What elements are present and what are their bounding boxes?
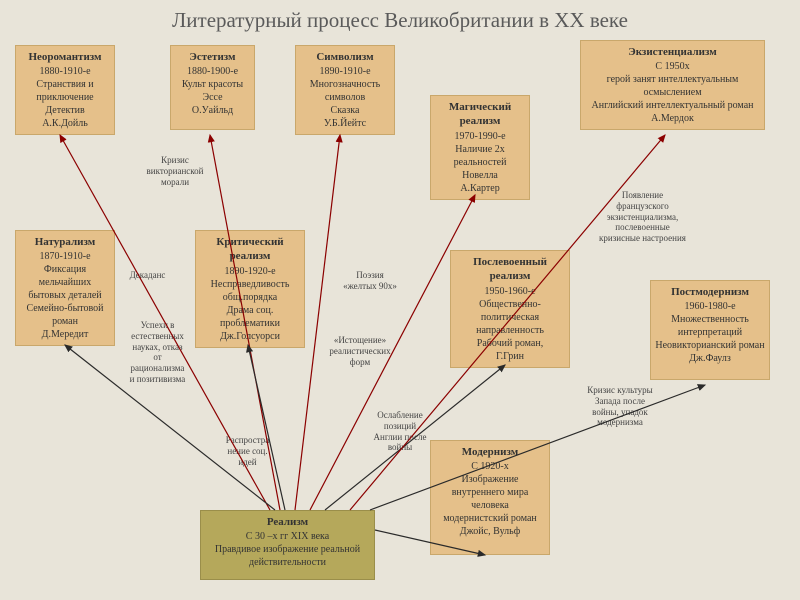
period: С 1920-х bbox=[434, 460, 546, 473]
author: У.Б.Йейтс bbox=[299, 117, 391, 130]
desc: Драма соц. проблематики bbox=[199, 304, 301, 330]
box-naturalism: Натурализм 1870-1910-е Фиксация мельчайш… bbox=[15, 230, 115, 346]
heading: Критический реализм bbox=[199, 235, 301, 264]
box-modernism: Модернизм С 1920-х Изображение внутренне… bbox=[430, 440, 550, 555]
period: 1880-1900-е bbox=[174, 65, 251, 78]
box-existentialism: Экзистенциализм С 1950х герой занят инте… bbox=[580, 40, 765, 130]
heading: Эстетизм bbox=[174, 50, 251, 64]
desc: Детектив bbox=[19, 104, 111, 117]
label-sciences: Успехи вестественныхнауках, отказотрацио… bbox=[120, 320, 195, 385]
author: А.Мердок bbox=[584, 112, 761, 125]
box-postwar: Послевоенный реализм 1950-1960-е Обществ… bbox=[450, 250, 570, 368]
author: Дж.Голсуорси bbox=[199, 330, 301, 343]
heading: Символизм bbox=[299, 50, 391, 64]
period: С 1950х bbox=[584, 60, 761, 73]
desc: Сказка bbox=[299, 104, 391, 117]
author: Дж.Фаулз bbox=[654, 352, 766, 365]
desc: герой занят интеллектуальным осмыслением bbox=[584, 73, 761, 99]
heading: Модернизм bbox=[434, 445, 546, 459]
heading: Магический реализм bbox=[434, 100, 526, 129]
author: О.Уайльд bbox=[174, 104, 251, 117]
period: С 30 –х гг XIX века bbox=[204, 530, 371, 543]
label-west-crisis: Кризис культурыЗапада послевойны, упадок… bbox=[575, 385, 665, 428]
label-exhaustion: «Истощение»реалистическихформ bbox=[320, 335, 400, 367]
box-neoromanticism: Неоромантизм 1880-1910-е Странствия и пр… bbox=[15, 45, 115, 135]
period: 1890-1910-е bbox=[299, 65, 391, 78]
heading: Реализм bbox=[204, 515, 371, 529]
desc: Новелла bbox=[434, 169, 526, 182]
heading: Неоромантизм bbox=[19, 50, 111, 64]
desc: Странствия и приключение bbox=[19, 78, 111, 104]
period: 1950-1960-е bbox=[454, 285, 566, 298]
label-weakening: ОслаблениепозицийАнглии послевойны bbox=[370, 410, 430, 453]
author: Г.Грин bbox=[454, 350, 566, 363]
author: Д.Мередит bbox=[19, 328, 111, 341]
page-title: Литературный процесс Великобритании в XX… bbox=[0, 0, 800, 33]
heading: Натурализм bbox=[19, 235, 111, 249]
author: А.Картер bbox=[434, 182, 526, 195]
desc: модернистский роман bbox=[434, 512, 546, 525]
desc: Общественно-политическая направленность bbox=[454, 298, 566, 337]
desc: Эссе bbox=[174, 91, 251, 104]
box-aestheticism: Эстетизм 1880-1900-е Культ красоты Эссе … bbox=[170, 45, 255, 130]
box-magicrealism: Магический реализм 1970-1990-е Наличие 2… bbox=[430, 95, 530, 200]
period: 1870-1910-е bbox=[19, 250, 111, 263]
author: Джойс, Вульф bbox=[434, 525, 546, 538]
heading: Экзистенциализм bbox=[584, 45, 761, 59]
desc: Культ красоты bbox=[174, 78, 251, 91]
desc: Множественность интерпретаций bbox=[654, 313, 766, 339]
desc: Фиксация мельчайших бытовых деталей bbox=[19, 263, 111, 302]
desc: Наличие 2х реальностей bbox=[434, 143, 526, 169]
label-decadence: Декаданс bbox=[120, 270, 175, 281]
desc: Неовикторианский роман bbox=[654, 339, 766, 352]
heading: Послевоенный реализм bbox=[454, 255, 566, 284]
period: 1880-1910-е bbox=[19, 65, 111, 78]
period: 1960-1980-е bbox=[654, 300, 766, 313]
desc: Изображение внутреннего мира человека bbox=[434, 473, 546, 512]
box-realism: Реализм С 30 –х гг XIX века Правдивое из… bbox=[200, 510, 375, 580]
box-symbolism: Символизм 1890-1910-е Многозначность сим… bbox=[295, 45, 395, 135]
desc: Семейно-бытовой роман bbox=[19, 302, 111, 328]
desc: Несправедливость общ.порядка bbox=[199, 278, 301, 304]
desc: Правдивое изображение реальной действите… bbox=[204, 543, 371, 569]
author: А.К.Дойль bbox=[19, 117, 111, 130]
heading: Постмодернизм bbox=[654, 285, 766, 299]
desc: Английский интеллектуальный роман bbox=[584, 99, 761, 112]
period: 1890-1920-е bbox=[199, 265, 301, 278]
desc: Многозначность символов bbox=[299, 78, 391, 104]
box-critrealism: Критический реализм 1890-1920-е Несправе… bbox=[195, 230, 305, 348]
period: 1970-1990-е bbox=[434, 130, 526, 143]
box-postmodern: Постмодернизм 1960-1980-е Множественност… bbox=[650, 280, 770, 380]
label-crisis-victorian: Кризисвикторианскойморали bbox=[140, 155, 210, 187]
label-yellow90s: Поэзия«желтых 90х» bbox=[340, 270, 400, 292]
label-french-exist: Появлениефранцузскогоэкзистенциализма,по… bbox=[585, 190, 700, 244]
desc: Рабочий роман, bbox=[454, 337, 566, 350]
label-social-ideas: Распространение соц.идей bbox=[215, 435, 280, 467]
